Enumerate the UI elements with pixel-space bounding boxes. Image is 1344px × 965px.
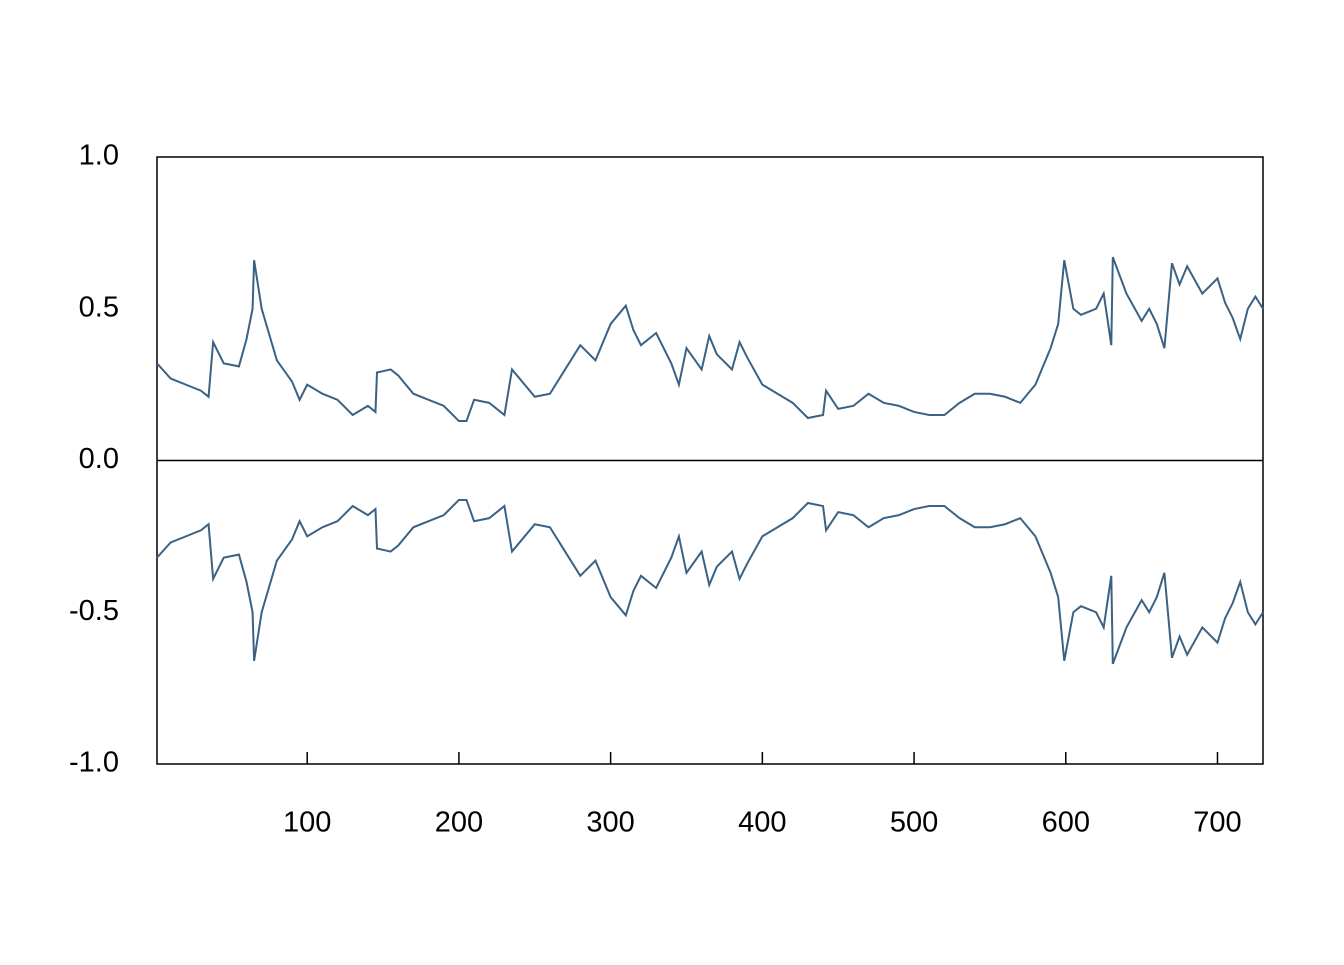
line-series — [156, 256, 1264, 423]
x-tick-label: 200 — [435, 807, 483, 839]
x-tick-label: 700 — [1193, 807, 1241, 839]
x-tick-label: 300 — [586, 807, 634, 839]
y-tick-label: -1.0 — [69, 747, 119, 779]
y-tick-label: 0.0 — [79, 443, 119, 475]
y-tick-label: 0.5 — [79, 291, 119, 323]
x-tick-label: 400 — [738, 807, 786, 839]
y-tick-label: -0.5 — [69, 595, 119, 627]
line-series — [156, 498, 1264, 665]
x-tick-label: 100 — [283, 807, 331, 839]
y-tick-label: 1.0 — [79, 140, 119, 172]
x-tick-label: 600 — [1042, 807, 1090, 839]
x-tick-label: 500 — [890, 807, 938, 839]
